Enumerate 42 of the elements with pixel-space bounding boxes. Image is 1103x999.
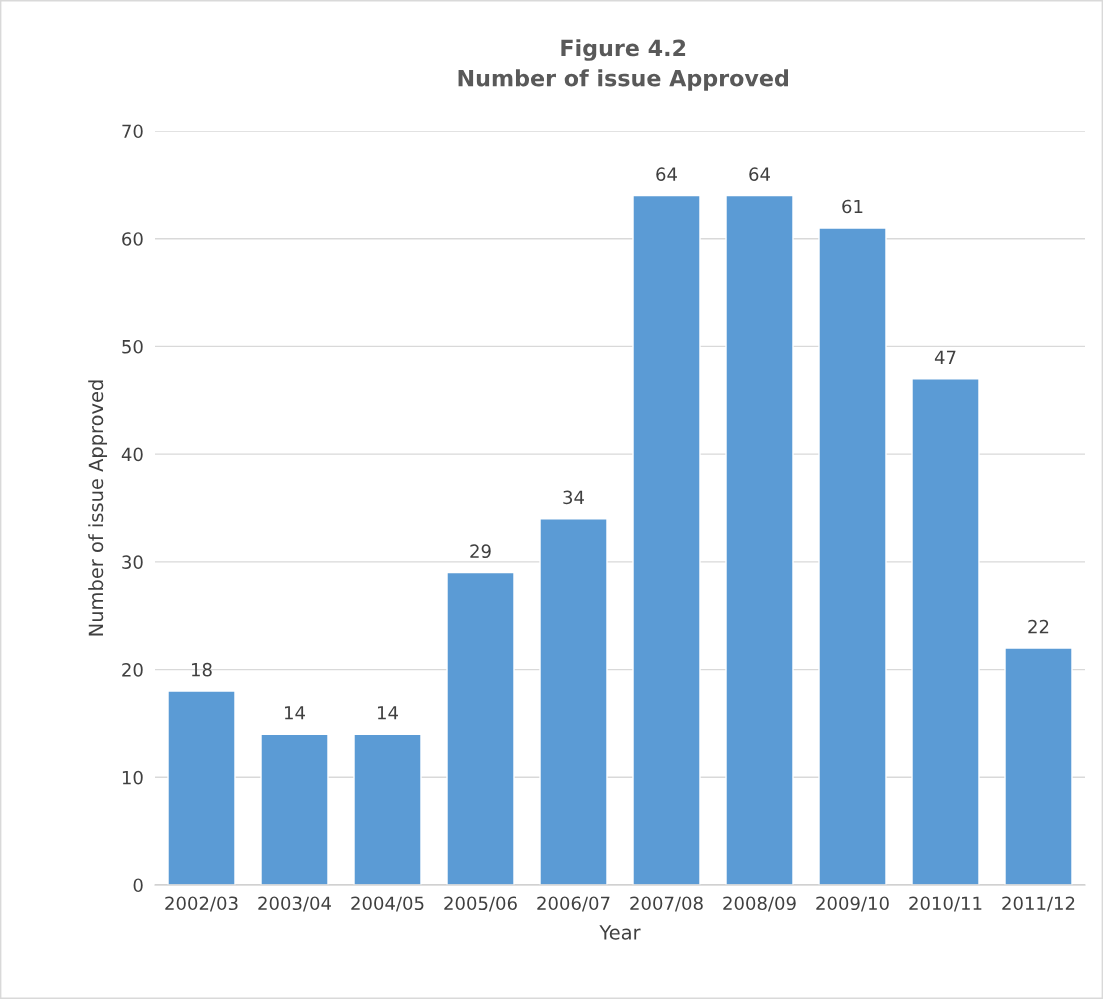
x-tick-label: 2007/08 <box>630 896 703 912</box>
bar <box>539 518 608 885</box>
x-axis-title: Year <box>599 925 641 940</box>
chart-title: Figure 4.2 <box>561 39 686 61</box>
data-label: 14 <box>378 706 398 720</box>
x-tick-label: 2006/07 <box>537 896 610 912</box>
data-label: 64 <box>656 167 677 182</box>
data-label: 47 <box>934 350 956 364</box>
data-label: 61 <box>842 199 863 214</box>
x-tick-label: 2010/11 <box>909 896 982 912</box>
y-tick-label: 60 <box>122 232 143 246</box>
y-tick-label: 10 <box>122 770 143 785</box>
y-tick-label: 20 <box>122 663 143 677</box>
bar <box>911 378 980 885</box>
bar <box>1004 647 1073 885</box>
y-tick-label: 40 <box>121 447 143 462</box>
x-tick-label: 2004/05 <box>351 896 424 912</box>
x-tick-label: 2005/06 <box>444 896 517 912</box>
bar <box>725 194 794 885</box>
bar <box>353 733 422 885</box>
bar <box>818 227 887 885</box>
bar <box>260 733 329 885</box>
bar <box>632 194 701 885</box>
chart-subtitle: Number of issue Approved <box>458 69 788 91</box>
x-tick-label: 2002/03 <box>165 896 238 912</box>
data-label: 18 <box>192 662 212 677</box>
x-tick-label: 2011/12 <box>1002 896 1075 912</box>
y-axis-title: Number of issue Approved <box>88 380 108 636</box>
data-label: 34 <box>563 490 584 505</box>
y-tick-label: 50 <box>122 339 143 354</box>
data-label: 64 <box>749 167 770 182</box>
data-label: 14 <box>285 706 305 720</box>
x-tick-label: 2008/09 <box>723 896 796 912</box>
data-label: 29 <box>470 544 491 559</box>
x-tick-label: 2009/10 <box>816 896 889 912</box>
y-tick-label: 0 <box>133 878 143 893</box>
y-tick-label: 70 <box>122 124 143 139</box>
bar <box>446 571 515 885</box>
y-tick-label: 30 <box>122 555 143 569</box>
data-label: 22 <box>1028 619 1049 634</box>
bar <box>167 690 236 885</box>
x-tick-label: 2003/04 <box>258 896 331 912</box>
